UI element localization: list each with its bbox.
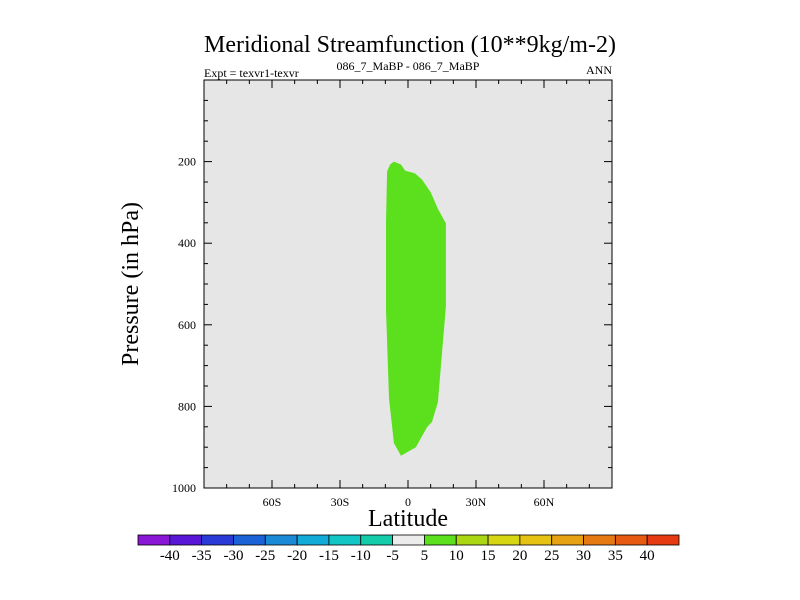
colorbar-label: -30: [223, 548, 243, 564]
colorbar-box: [360, 534, 393, 546]
colorbar-label: 10: [449, 548, 464, 564]
x-tick-label: 0: [405, 495, 411, 509]
y-tick-label: 1000: [172, 481, 196, 495]
colorbar-label: -15: [319, 548, 339, 564]
colorbar-label: 30: [576, 548, 591, 564]
colorbar-box: [137, 534, 171, 546]
colorbar-label: -20: [287, 548, 307, 564]
x-tick-labels: 60S 30S 0 30N 60N: [263, 495, 555, 509]
x-axis-title: Latitude: [368, 506, 448, 532]
colorbar-box: [614, 534, 648, 546]
axis-ticks: [204, 80, 612, 489]
colorbar-box: [392, 534, 425, 546]
colorbar-box: [583, 534, 616, 546]
colorbar-box: [264, 534, 298, 546]
colorbar: [137, 534, 680, 546]
colorbar-box: [519, 534, 553, 546]
x-tick-label: 30N: [466, 495, 487, 509]
x-tick-label: 60S: [263, 495, 282, 509]
colorbar-box: [424, 534, 457, 546]
y-tick-label: 600: [178, 318, 196, 332]
colorbar-labels: -40 -35 -30 -25 -20 -15 -10 -5 5 10 15 20 25 30 35 40: [160, 548, 655, 564]
colorbar-label: 20: [512, 548, 527, 564]
colorbar-box: [233, 534, 266, 546]
x-tick-label: 60N: [534, 495, 555, 509]
chart-title: Meridional Streamfunction (10**9kg/m-2): [204, 32, 616, 58]
colorbar-box: [169, 534, 203, 546]
colorbar-label: -5: [386, 548, 399, 564]
colorbar-label: 35: [608, 548, 623, 564]
colorbar-label: 25: [544, 548, 559, 564]
x-tick-label: 30S: [331, 495, 350, 509]
y-tick-label: 200: [178, 155, 196, 169]
y-tick-label: 400: [178, 236, 196, 250]
colorbar-label: -40: [160, 548, 180, 564]
colorbar-box: [296, 534, 330, 546]
colorbar-label: 15: [481, 548, 496, 564]
contour-region-5-10: [386, 161, 446, 456]
colorbar-label: -35: [192, 548, 212, 564]
y-tick-label: 800: [178, 399, 196, 413]
colorbar-box: [328, 534, 362, 546]
y-axis-title: Pressure (in hPa): [118, 202, 144, 366]
colorbar-box: [646, 534, 680, 546]
colorbar-box: [201, 534, 234, 546]
case-label: 086_7_MaBP - 086_7_MaBP: [337, 59, 480, 73]
colorbar-box: [551, 534, 584, 546]
colorbar-label: 5: [421, 548, 429, 564]
season-label: ANN: [586, 63, 612, 77]
colorbar-label: 40: [640, 548, 655, 564]
expt-label: Expt = texvr1-texvr: [204, 66, 299, 80]
y-tick-labels: 200 400 600 800 1000: [172, 155, 196, 495]
colorbar-label: -25: [255, 548, 275, 564]
colorbar-box: [487, 534, 521, 546]
colorbar-label: -10: [351, 548, 371, 564]
colorbar-box: [455, 534, 489, 546]
